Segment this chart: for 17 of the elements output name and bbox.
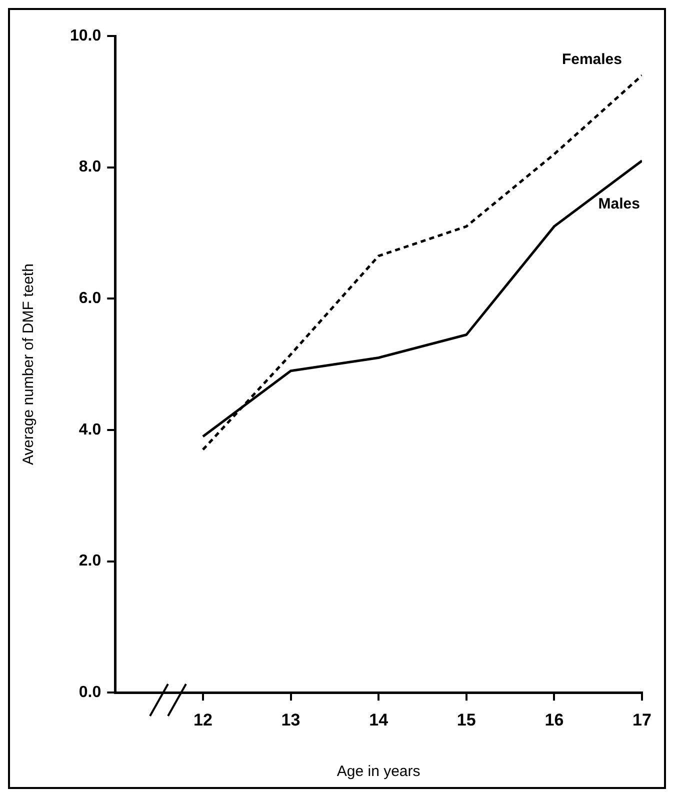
x-tick-label: 15 bbox=[456, 710, 476, 730]
y-axis-title: Average number of DMF teeth bbox=[20, 264, 38, 466]
x-tick-label: 16 bbox=[544, 710, 564, 730]
x-tick-label: 14 bbox=[369, 710, 389, 730]
y-tick-label: 10.0 bbox=[70, 27, 102, 44]
series-label: Males bbox=[598, 195, 640, 212]
y-tick-label: 0.0 bbox=[78, 684, 102, 702]
y-tick-label: 2.0 bbox=[78, 552, 102, 570]
x-axis-title: Age in years bbox=[336, 763, 420, 780]
y-tick-label: 6.0 bbox=[78, 290, 102, 308]
series-label: Females bbox=[562, 51, 622, 68]
x-tick-label: 12 bbox=[193, 710, 212, 730]
y-tick-label: 4.0 bbox=[78, 421, 102, 438]
y-tick-label: 8.0 bbox=[78, 158, 102, 176]
x-tick-label: 13 bbox=[281, 710, 300, 730]
x-tick-label: 17 bbox=[632, 710, 652, 730]
line-series bbox=[202, 74, 642, 451]
